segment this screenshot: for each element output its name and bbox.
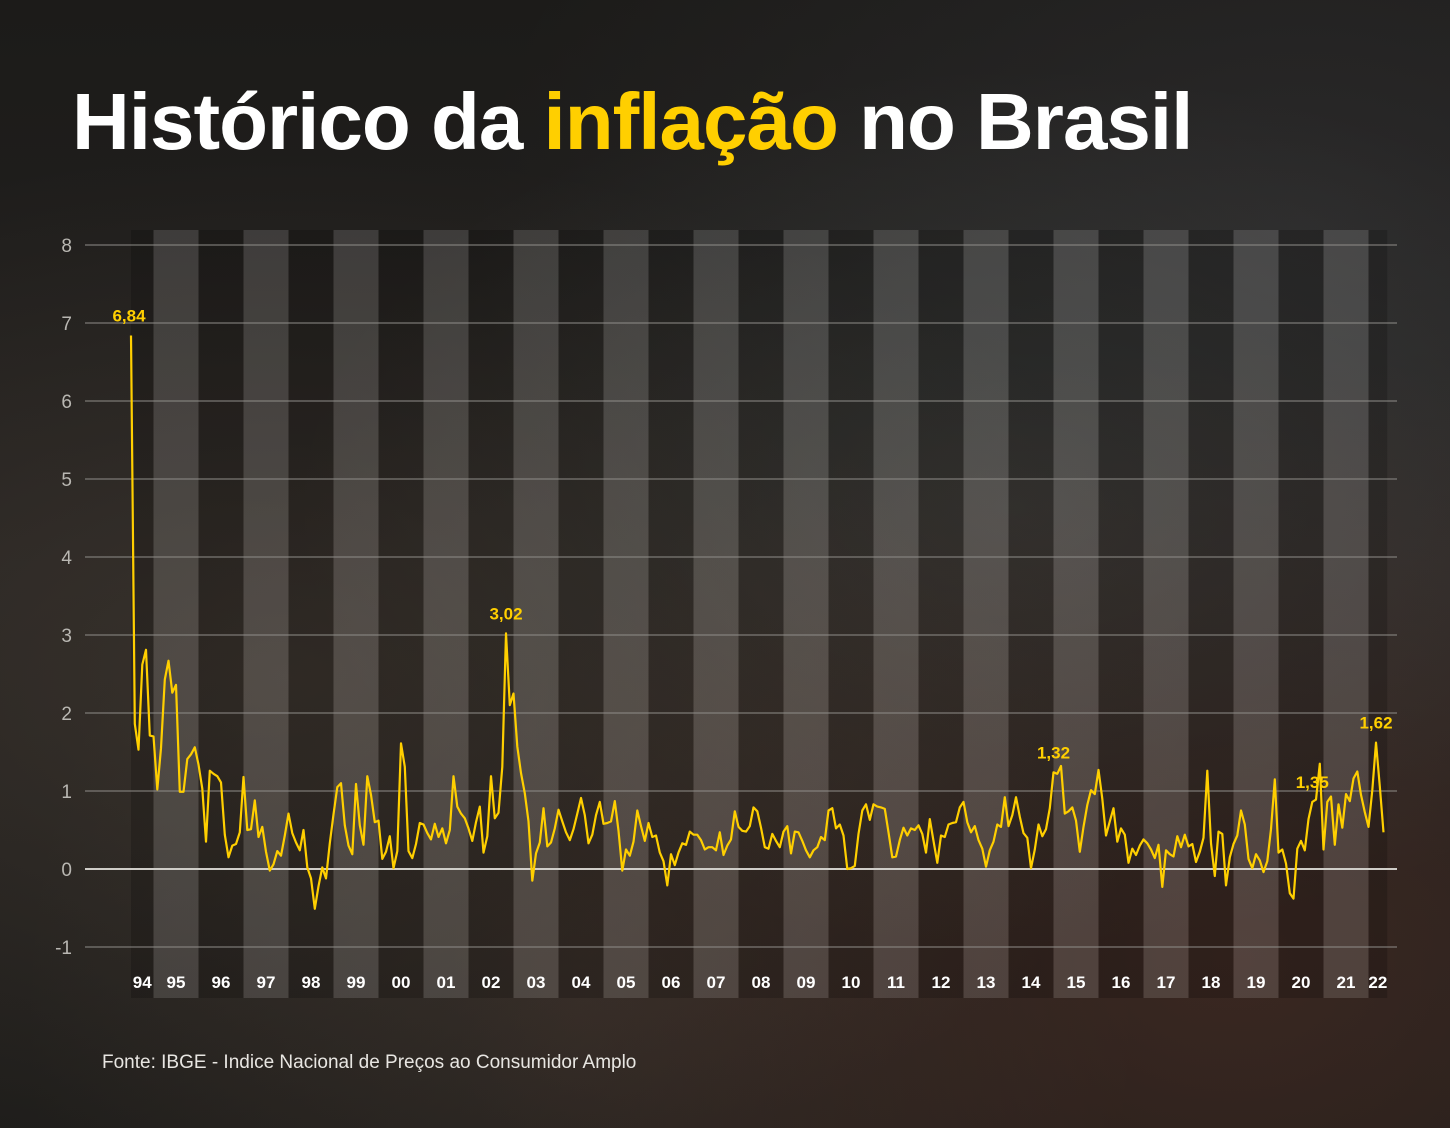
y-tick-label: 7 bbox=[61, 314, 72, 335]
x-tick-label: 11 bbox=[887, 973, 905, 992]
year-band bbox=[1053, 230, 1099, 998]
y-tick-label: 3 bbox=[61, 626, 72, 647]
y-tick-label: 4 bbox=[61, 548, 72, 569]
x-axis-year-labels: 94 95 96 97 98 99 00 01 02 03 04 05 06 07 08 09 10 11 12 13… bbox=[133, 973, 1388, 992]
year-band bbox=[243, 230, 289, 998]
year-band bbox=[1233, 230, 1279, 998]
peak-annotations: 6,84 3,02 1,32 1,35 1,62 bbox=[112, 306, 1392, 791]
x-tick-label: 19 bbox=[1247, 973, 1266, 992]
x-tick-label: 97 bbox=[257, 973, 276, 992]
year-band bbox=[558, 230, 604, 998]
y-tick-label: 5 bbox=[61, 470, 72, 491]
x-tick-label: 96 bbox=[212, 973, 231, 992]
title-part-2: no Brasil bbox=[837, 77, 1193, 166]
x-tick-label: 03 bbox=[527, 973, 546, 992]
year-band bbox=[873, 230, 919, 998]
y-axis-labels: 8 7 6 5 4 3 2 1 0 -1 bbox=[55, 236, 72, 959]
x-tick-label: 00 bbox=[392, 973, 411, 992]
x-tick-label: 16 bbox=[1112, 973, 1131, 992]
peak-value-label: 3,02 bbox=[489, 604, 522, 623]
x-tick-label: 94 bbox=[133, 973, 152, 992]
year-band bbox=[693, 230, 739, 998]
x-tick-label: 99 bbox=[347, 973, 366, 992]
peak-value-label: 1,62 bbox=[1359, 714, 1392, 733]
x-tick-label: 07 bbox=[707, 973, 726, 992]
year-band bbox=[1098, 230, 1144, 998]
x-tick-label: 14 bbox=[1022, 973, 1041, 992]
y-tick-label: 2 bbox=[61, 704, 72, 725]
x-tick-label: 15 bbox=[1067, 973, 1086, 992]
year-band bbox=[423, 230, 469, 998]
page-title: Histórico da inflação no Brasil bbox=[72, 74, 1193, 170]
x-tick-label: 04 bbox=[572, 973, 591, 992]
year-band bbox=[131, 230, 154, 998]
gridlines bbox=[85, 244, 1397, 948]
year-band bbox=[198, 230, 244, 998]
year-band bbox=[918, 230, 964, 998]
year-band bbox=[1008, 230, 1054, 998]
year-band bbox=[783, 230, 829, 998]
x-tick-label: 21 bbox=[1337, 973, 1356, 992]
y-tick-label: 0 bbox=[61, 860, 72, 881]
x-tick-label: 08 bbox=[752, 973, 771, 992]
year-band bbox=[1368, 230, 1388, 998]
x-tick-label: 98 bbox=[302, 973, 321, 992]
year-band bbox=[378, 230, 424, 998]
x-tick-label: 02 bbox=[482, 973, 501, 992]
y-tick-label: 6 bbox=[61, 392, 72, 413]
title-part-1: Histórico da bbox=[72, 77, 544, 166]
year-band bbox=[738, 230, 784, 998]
peak-value-label: 1,35 bbox=[1296, 773, 1329, 792]
x-tick-label: 10 bbox=[842, 973, 861, 992]
peak-value-label: 6,84 bbox=[112, 306, 146, 325]
year-band bbox=[603, 230, 649, 998]
y-tick-label: 1 bbox=[61, 782, 72, 803]
year-band bbox=[153, 230, 199, 998]
year-band bbox=[1323, 230, 1369, 998]
year-band bbox=[828, 230, 874, 998]
year-band bbox=[648, 230, 694, 998]
x-tick-label: 13 bbox=[977, 973, 996, 992]
year-band bbox=[1143, 230, 1189, 998]
x-tick-label: 09 bbox=[797, 973, 816, 992]
x-tick-label: 06 bbox=[662, 973, 681, 992]
x-tick-label: 17 bbox=[1157, 973, 1176, 992]
title-highlight: inflação bbox=[543, 77, 839, 166]
x-tick-label: 12 bbox=[932, 973, 951, 992]
y-tick-label: 8 bbox=[61, 236, 72, 257]
x-tick-label: 20 bbox=[1292, 973, 1311, 992]
year-band bbox=[963, 230, 1009, 998]
year-band bbox=[1278, 230, 1324, 998]
x-tick-label: 05 bbox=[617, 973, 636, 992]
x-tick-label: 95 bbox=[167, 973, 186, 992]
year-band bbox=[333, 230, 379, 998]
x-tick-label: 01 bbox=[437, 973, 456, 992]
x-tick-label: 22 bbox=[1368, 973, 1387, 992]
y-tick-label: -1 bbox=[55, 938, 72, 959]
x-tick-label: 18 bbox=[1202, 973, 1221, 992]
peak-value-label: 1,32 bbox=[1037, 743, 1070, 762]
inflation-series-line bbox=[129, 335, 1385, 910]
source-caption: Fonte: IBGE - Indice Nacional de Preços … bbox=[102, 1052, 637, 1073]
